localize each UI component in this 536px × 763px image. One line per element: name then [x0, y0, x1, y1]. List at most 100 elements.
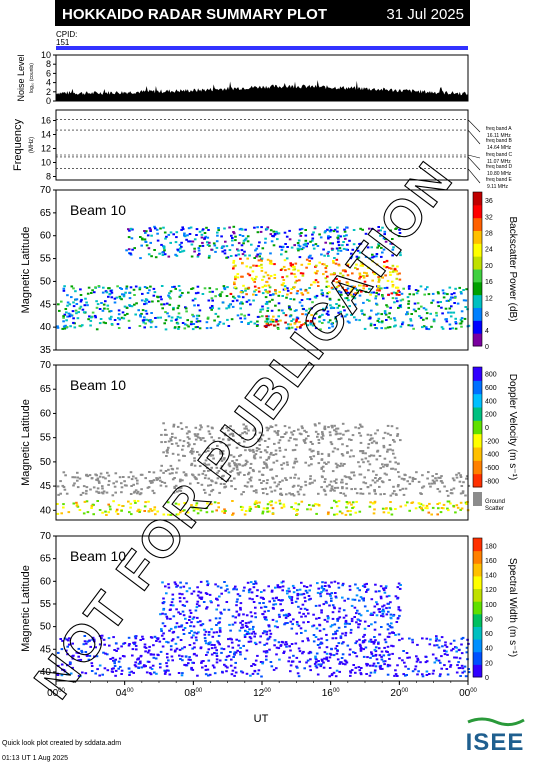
scatter-cell — [79, 493, 83, 496]
scatter-cell — [65, 649, 68, 652]
scatter-cell — [350, 604, 354, 607]
scatter-cell — [194, 434, 197, 437]
scatter-cell — [359, 619, 362, 622]
scatter-cell — [340, 453, 344, 455]
scatter-cell — [321, 263, 324, 266]
scatter-cell — [298, 301, 302, 304]
scatter-cell — [358, 599, 361, 602]
scatter-cell — [206, 584, 209, 587]
scatter-cell — [318, 604, 321, 607]
scatter-cell — [346, 644, 350, 647]
scatter-cell — [399, 325, 403, 328]
scatter-cell — [360, 310, 363, 312]
scatter-cell — [229, 629, 232, 632]
scatter-cell — [275, 646, 279, 649]
scatter-cell — [213, 666, 216, 669]
scatter-cell — [137, 658, 140, 660]
scatter-cell — [326, 292, 329, 295]
scatter-cell — [127, 500, 130, 503]
scatter-cell — [377, 285, 380, 288]
scatter-cell — [71, 657, 75, 660]
scatter-cell — [227, 304, 231, 307]
scatter-cell — [225, 601, 229, 603]
scatter-cell — [56, 674, 60, 676]
scatter-cell — [117, 327, 121, 329]
scatter-cell — [244, 629, 247, 632]
scatter-cell — [455, 671, 459, 674]
scatter-cell — [74, 298, 78, 301]
scatter-cell — [368, 439, 372, 441]
scatter-cell — [234, 264, 237, 267]
scatter-cell — [355, 621, 358, 624]
scatter-cell — [312, 231, 315, 234]
scatter-cell — [444, 644, 447, 647]
scatter-cell — [215, 661, 219, 664]
scatter-cell — [287, 439, 291, 442]
scatter-cell — [446, 293, 449, 296]
scatter-cell — [240, 670, 243, 673]
scatter-cell — [266, 446, 270, 448]
scatter-cell — [303, 585, 306, 588]
scatter-cell — [152, 653, 156, 656]
scatter-cell — [191, 240, 195, 243]
scatter-cell — [304, 234, 308, 237]
scatter-cell — [335, 505, 339, 508]
scatter-cell — [380, 614, 383, 617]
scatter-cell — [290, 506, 293, 509]
scatter-cell — [334, 433, 338, 436]
scatter-cell — [320, 289, 324, 292]
scatter-cell — [414, 665, 418, 668]
scatter-cell — [219, 467, 223, 470]
scatter-cell — [304, 629, 307, 632]
scatter-cell — [349, 293, 353, 296]
scatter-cell — [257, 440, 261, 443]
scatter-cell — [119, 287, 122, 289]
scatter-cell — [155, 477, 158, 480]
scatter-cell — [426, 286, 429, 289]
scatter-cell — [121, 505, 124, 507]
scatter-cell — [133, 635, 137, 638]
scatter-cell — [144, 501, 147, 504]
scatter-cell — [391, 238, 394, 240]
scatter-cell — [272, 603, 275, 606]
scatter-cell — [150, 480, 153, 482]
scatter-cell — [178, 596, 182, 599]
scatter-cell — [179, 612, 182, 615]
scatter-cell — [330, 600, 333, 602]
scatter-cell — [153, 635, 157, 638]
scatter-cell — [265, 323, 269, 325]
scatter-cell — [398, 232, 402, 234]
scatter-cell — [166, 312, 169, 315]
scatter-cell — [253, 433, 257, 436]
scatter-cell — [460, 325, 463, 328]
scatter-cell — [390, 626, 394, 629]
scatter-cell — [100, 634, 104, 637]
scatter-cell — [317, 663, 320, 666]
scatter-cell — [338, 247, 342, 250]
scatter-cell — [263, 440, 267, 442]
scatter-cell — [309, 477, 312, 480]
scatter-cell — [254, 659, 258, 662]
scatter-cell — [143, 505, 147, 508]
scatter-cell — [178, 251, 182, 253]
scatter-cell — [446, 653, 449, 656]
scatter-cell — [461, 490, 465, 493]
scatter-cell — [164, 485, 168, 488]
scatter-cell — [164, 441, 167, 443]
scatter-cell — [340, 315, 344, 318]
scatter-cell — [271, 235, 274, 237]
scatter-cell — [233, 674, 236, 677]
scatter-cell — [356, 587, 360, 590]
scatter-cell — [180, 624, 184, 627]
scatter-cell — [240, 313, 243, 316]
scatter-cell — [259, 661, 263, 663]
scatter-cell — [330, 322, 334, 325]
scatter-cell — [432, 318, 436, 321]
scatter-cell — [258, 501, 261, 504]
scatter-cell — [269, 323, 273, 326]
scatter-cell — [320, 611, 323, 614]
scatter-cell — [341, 582, 345, 585]
scatter-cell — [289, 292, 293, 295]
scatter-cell — [213, 319, 216, 322]
scatter-cell — [371, 260, 374, 263]
